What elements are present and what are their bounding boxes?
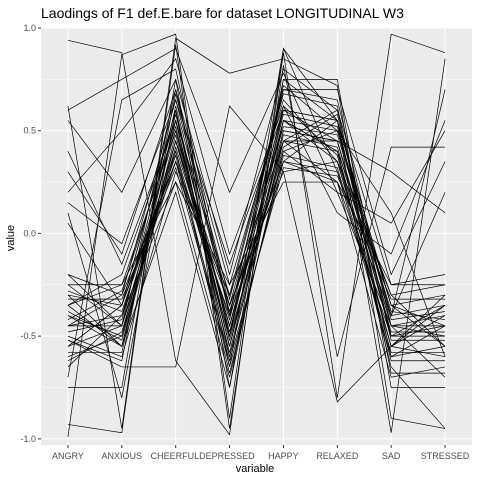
y-tick-label: 0.5 (23, 126, 36, 136)
y-tick-label: 0.0 (23, 228, 36, 238)
y-axis-title: value (5, 225, 17, 251)
series-line-4 (67, 44, 446, 434)
y-tick-label: -1.0 (20, 434, 36, 444)
series-line-43 (67, 98, 446, 266)
series-line-18 (67, 68, 446, 286)
series-line-32 (67, 58, 446, 256)
series-line-42 (67, 78, 446, 388)
series-line-3 (67, 37, 446, 429)
x-tick-label: STRESSED (421, 451, 470, 461)
x-tick-label: RELAXED (316, 451, 359, 461)
y-tick-label: -0.5 (20, 331, 36, 341)
plot-panel (41, 28, 472, 445)
x-axis-ticks: ANGRY ANXIOUS CHEERFULDEPRESSED HAPPY RELAXE… (52, 445, 470, 461)
series-line-27 (67, 89, 446, 297)
chart-title: Laodings of F1 def.E.bare for dataset LO… (41, 5, 404, 21)
y-axis-ticks: -1.0 -0.5 0.0 0.5 1.0 (20, 23, 41, 444)
series-line-33 (67, 113, 446, 342)
x-tick-label: ANXIOUS (102, 451, 143, 461)
x-axis-title: variable (236, 463, 275, 475)
x-tick-label: HAPPY (268, 451, 299, 461)
series-line-37 (67, 48, 446, 224)
series-line-6 (67, 68, 446, 378)
series-line-34 (67, 105, 446, 362)
x-tick-label: SAD (382, 451, 401, 461)
series-line-24 (67, 140, 446, 359)
x-tick-label: ANGRY (52, 451, 84, 461)
series-line-35 (67, 166, 446, 363)
series-line-36 (67, 93, 446, 374)
x-tick-label: CHEERFULDEPRESSED (151, 451, 256, 461)
series-line-8 (67, 119, 446, 429)
y-tick-label: 1.0 (23, 23, 36, 33)
series-line-31 (67, 105, 446, 353)
series-line-5 (67, 105, 446, 403)
series-lines (67, 33, 446, 437)
